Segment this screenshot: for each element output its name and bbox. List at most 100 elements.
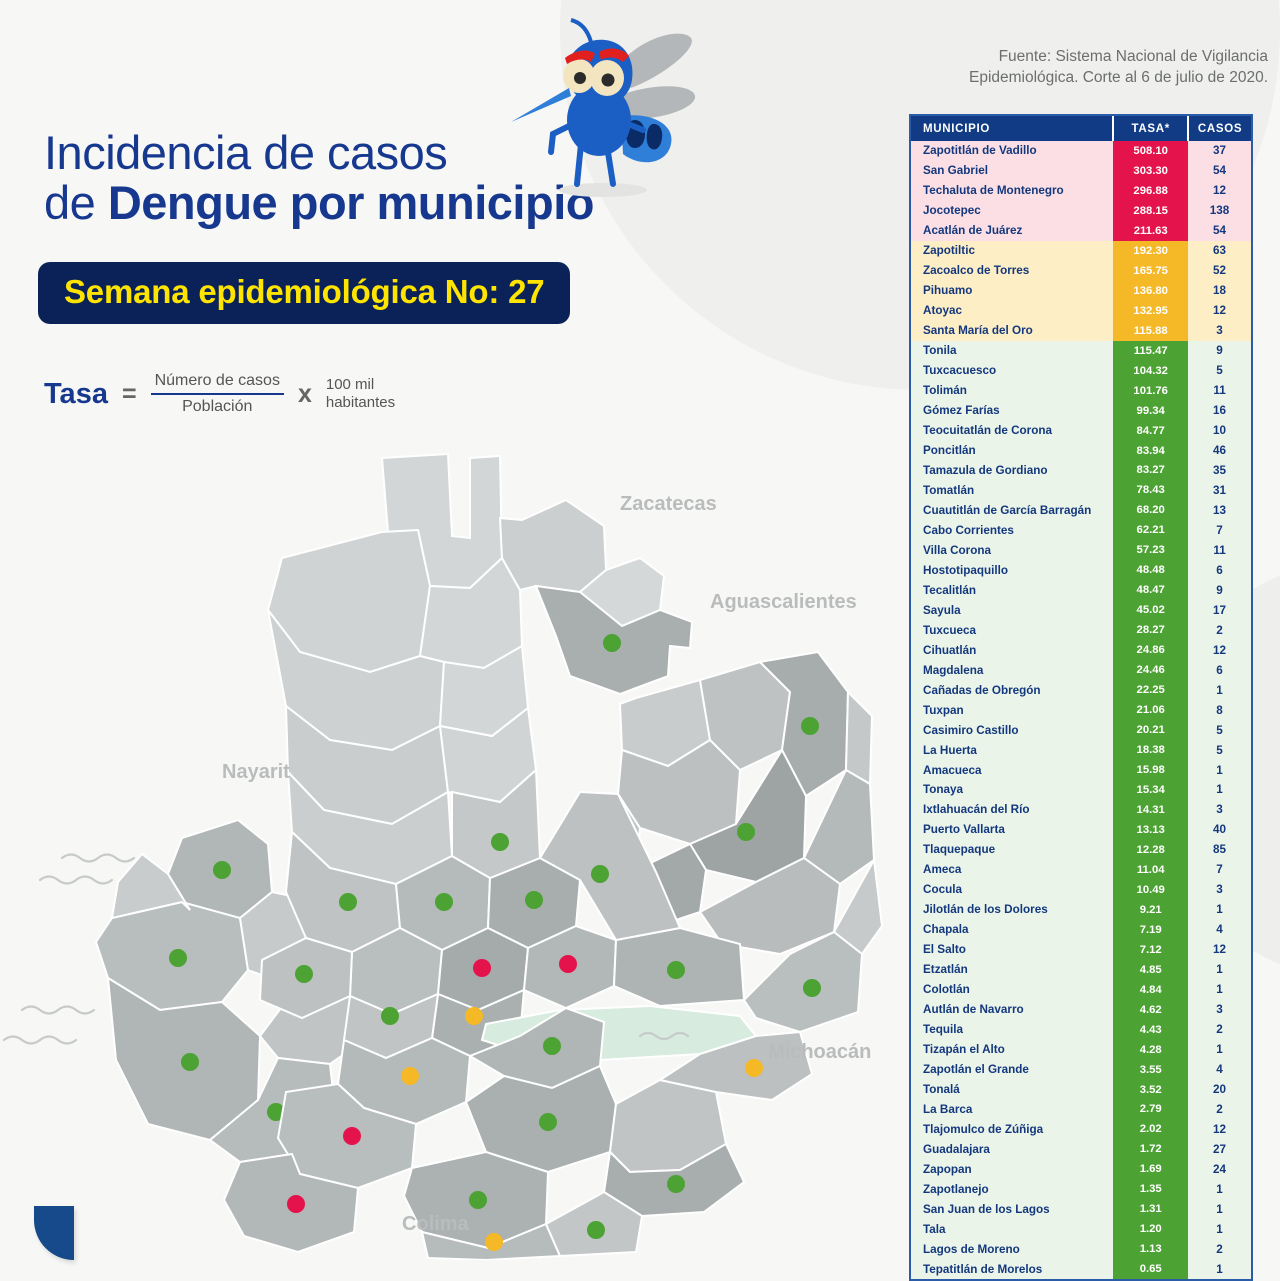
map-marker-dot [473,959,491,977]
map-marker-dot [169,949,187,967]
table-row: Gómez Farías 99.34 16 [911,400,1251,421]
cell-casos: 12 [1188,640,1251,661]
table-row: Villa Corona 57.23 11 [911,540,1251,561]
cell-municipio: Tequila [911,1019,1114,1040]
cell-tasa: 24.86 [1113,640,1189,661]
cell-casos: 3 [1188,320,1251,341]
table-row: Cocula 10.49 3 [911,879,1251,900]
cell-casos: 7 [1188,520,1251,541]
cell-casos: 54 [1188,220,1251,241]
cell-casos: 40 [1188,819,1251,840]
cell-casos: 27 [1188,1139,1251,1160]
cell-casos: 10 [1188,420,1251,441]
cell-casos: 9 [1188,340,1251,361]
cell-municipio: Teocuitatlán de Corona [911,420,1114,441]
cell-municipio: Jocotepec [911,200,1114,221]
cell-casos: 5 [1188,360,1251,381]
title-line-1: Incidencia de casos [44,128,704,178]
cell-municipio: Cocula [911,879,1114,900]
map-marker-dot [603,634,621,652]
cell-tasa: 508.10 [1113,141,1189,161]
table-row: Guadalajara 1.72 27 [911,1139,1251,1160]
cell-municipio: Tomatlán [911,480,1114,501]
cell-municipio: Tala [911,1219,1114,1240]
column-header-tasa: TASA* [1113,116,1190,141]
table-row: Chapala 7.19 4 [911,919,1251,940]
cell-municipio: El Salto [911,939,1114,960]
formula-units-line-2: habitantes [325,394,396,411]
table-row: Casimiro Castillo 20.21 5 [911,720,1251,741]
cell-casos: 2 [1188,620,1251,641]
map-marker-dot [667,1175,685,1193]
cell-tasa: 115.47 [1113,340,1189,361]
cell-tasa: 28.27 [1113,620,1189,641]
table-row: San Juan de los Lagos 1.31 1 [911,1199,1251,1220]
table-row: Santa María del Oro 115.88 3 [911,320,1251,341]
cell-municipio: Poncitlán [911,440,1114,461]
table-row: Lagos de Moreno 1.13 2 [911,1239,1251,1260]
cell-municipio: Zapotiltic [911,240,1114,261]
cell-casos: 52 [1188,260,1251,281]
table-row: Tonila 115.47 9 [911,340,1251,361]
cell-casos: 46 [1188,440,1251,461]
source-line-1: Fuente: Sistema Nacional de Vigilancia [998,48,1268,65]
cell-tasa: 101.76 [1113,380,1189,401]
table-row: Puerto Vallarta 13.13 40 [911,819,1251,840]
table-row: Cihuatlán 24.86 12 [911,640,1251,661]
formula-units-line-1: 100 mil [325,375,375,393]
table-row: Acatlán de Juárez 211.63 54 [911,220,1251,241]
cell-municipio: La Barca [911,1099,1114,1120]
map-marker-dot [803,979,821,997]
cell-tasa: 62.21 [1113,520,1189,541]
table-row: Tonaya 15.34 1 [911,780,1251,800]
cell-tasa: 7.19 [1113,919,1189,940]
cell-municipio: Ameca [911,859,1114,880]
table-row: La Huerta 18.38 5 [911,740,1251,761]
cell-tasa: 45.02 [1113,600,1189,621]
rate-formula: Tasa = Número de casos Población x 100 m… [44,372,395,416]
cell-casos: 17 [1188,600,1251,621]
cell-casos: 1 [1188,1179,1251,1200]
cell-tasa: 11.04 [1113,859,1189,880]
cell-casos: 12 [1188,180,1251,201]
cell-tasa: 115.88 [1113,320,1189,341]
cell-tasa: 20.21 [1113,720,1189,741]
cell-casos: 6 [1188,660,1251,681]
table-row: El Salto 7.12 12 [911,939,1251,960]
formula-fraction: Número de casos Población [150,372,284,416]
cell-municipio: Autlán de Navarro [911,999,1114,1020]
formula-label: Tasa [44,377,108,410]
cell-casos: 1 [1188,1259,1251,1280]
table-row: Tequila 4.43 2 [911,1019,1251,1040]
cell-casos: 4 [1188,919,1251,940]
cell-municipio: La Huerta [911,740,1114,761]
left-panel: Incidencia de casos de Dengue por munici… [2,18,884,1260]
map-marker-dot [737,823,755,841]
cell-casos: 12 [1188,300,1251,321]
table-row: Tlajomulco de Zúñiga 2.02 12 [911,1119,1251,1140]
cell-tasa: 136.80 [1113,280,1189,301]
cell-casos: 5 [1188,720,1251,741]
cell-tasa: 15.34 [1113,780,1189,800]
map-marker-dot [295,965,313,983]
cell-municipio: Amacueca [911,760,1114,780]
cell-casos: 16 [1188,400,1251,421]
table-header: MUNICIPIO TASA* CASOS [911,116,1251,141]
cell-municipio: Tolimán [911,380,1114,401]
table-row: Tuxcueca 28.27 2 [911,620,1251,641]
cell-tasa: 288.15 [1113,200,1189,221]
mosquito-mascot-icon [511,18,696,197]
cell-municipio: Colotlán [911,979,1114,1000]
cell-municipio: Tizapán el Alto [911,1039,1114,1060]
table-row: Zapotitlán de Vadillo 508.10 37 [911,141,1251,161]
map-marker-dot [181,1053,199,1071]
cell-tasa: 4.84 [1113,979,1189,1000]
table-row: San Gabriel 303.30 54 [911,160,1251,181]
cell-tasa: 83.94 [1113,440,1189,461]
cell-tasa: 0.65 [1113,1259,1189,1280]
state-label-aguascalientes: Aguascalientes [710,591,857,613]
map-marker-dot [591,865,609,883]
cell-tasa: 211.63 [1113,220,1189,241]
cell-casos: 1 [1188,780,1251,800]
epidemiological-week-badge: Semana epidemiológica No: 27 [38,262,571,324]
